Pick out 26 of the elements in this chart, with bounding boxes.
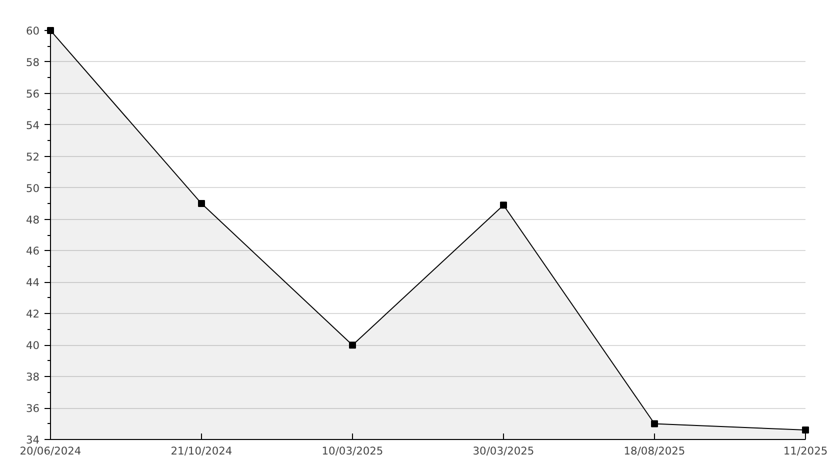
x-tick-label: 10/03/2025 bbox=[322, 444, 384, 458]
y-tick-label: 56 bbox=[26, 87, 40, 100]
y-tick-label: 40 bbox=[26, 339, 40, 352]
y-tick-label: 34 bbox=[26, 434, 40, 446]
point bbox=[349, 342, 356, 349]
point bbox=[500, 202, 507, 209]
y-tick-label: 58 bbox=[26, 56, 40, 69]
point bbox=[802, 426, 809, 434]
y-tick-label: 54 bbox=[26, 118, 40, 132]
y-tick-label: 44 bbox=[26, 276, 40, 290]
point bbox=[651, 420, 658, 428]
x-tick-label: 30/03/2025 bbox=[472, 444, 534, 458]
y-tick-label: 60 bbox=[26, 24, 40, 38]
y-tick-label: 50 bbox=[26, 182, 40, 195]
x-tick-label: 20/06/2024 bbox=[20, 444, 82, 458]
y-tick-label: 38 bbox=[26, 370, 40, 384]
x-tick-label: 21/10/2024 bbox=[170, 444, 232, 458]
y-tick-label: 48 bbox=[26, 213, 40, 226]
point bbox=[47, 27, 54, 34]
y-tick-label: 36 bbox=[26, 402, 40, 416]
x-tick-label: 18/08/2025 bbox=[624, 444, 686, 458]
point bbox=[198, 200, 205, 208]
x-tick-label: 11/2025 bbox=[783, 444, 828, 458]
y-tick-label: 46 bbox=[26, 244, 40, 258]
y-tick-label: 42 bbox=[26, 308, 40, 321]
y-tick-label: 52 bbox=[26, 150, 40, 164]
